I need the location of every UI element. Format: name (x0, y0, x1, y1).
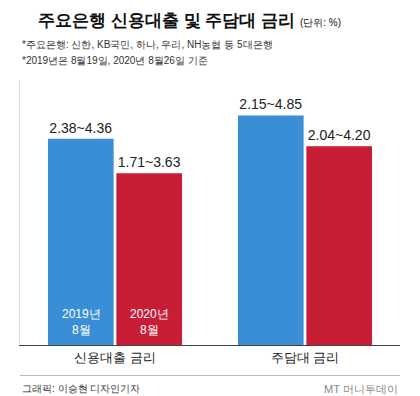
svg-text:1.71~3.63: 1.71~3.63 (118, 154, 181, 170)
svg-text:*2019년은 8월19일, 2020년 8월26일 기준: *2019년은 8월19일, 2020년 8월26일 기준 (22, 55, 208, 66)
svg-text:2.04~4.20: 2.04~4.20 (308, 127, 371, 143)
svg-text:2019년8월: 2019년8월 (62, 307, 101, 337)
svg-text:그래픽: 이승현 디자인기자: 그래픽: 이승현 디자인기자 (22, 383, 140, 394)
svg-text:2.15~4.85: 2.15~4.85 (239, 96, 302, 112)
svg-text:2020년8월: 2020년8월 (130, 307, 169, 337)
svg-text:주요은행 신용대출 및 주담대 금리 (단위: %): 주요은행 신용대출 및 주담대 금리 (단위: %) (38, 11, 341, 30)
svg-text:MT 머니투데이: MT 머니투데이 (324, 383, 398, 395)
svg-text:2.38~4.36: 2.38~4.36 (49, 120, 112, 136)
svg-text:*주요은행: 신한, KB국민, 하나, 우리, NH농협: *주요은행: 신한, KB국민, 하나, 우리, NH농협 등 5대은행 (22, 39, 273, 50)
svg-text:신용대출 금리: 신용대출 금리 (74, 350, 156, 365)
svg-text:주담대 금리: 주담대 금리 (271, 350, 340, 365)
